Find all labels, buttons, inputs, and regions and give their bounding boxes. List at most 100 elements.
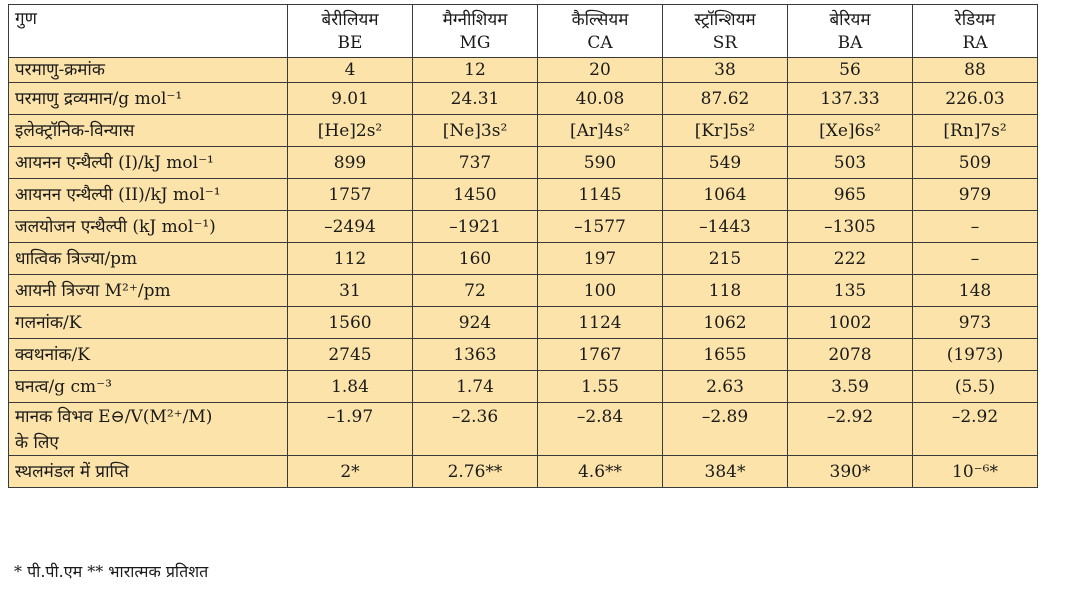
table-cell: 118	[662, 274, 788, 307]
table-cell: 4	[287, 57, 413, 83]
row-label-line: मानक विभव E⊖/V(M²⁺/M)	[15, 407, 213, 427]
header-element-name: स्ट्रॉन्शियम	[662, 4, 788, 31]
table-row: आयनन एन्थैल्पी (II)/kJ mol⁻¹ 1757 1450 1145…	[8, 178, 1038, 211]
table-cell: –1577	[537, 210, 663, 243]
table-footnote: * पी.पी.एम ** भारात्मक प्रतिशत	[14, 562, 209, 581]
table-cell: 1363	[412, 338, 538, 371]
table-cell: (5.5)	[912, 370, 1038, 403]
table-cell: 384*	[662, 455, 788, 488]
properties-table-container: गुण बेरीलियम मैग्नीशियम कैल्सियम स्ट्रॉन…	[8, 4, 1038, 488]
table-cell: –2.36	[412, 402, 538, 456]
table-symbol-row: BE MG CA SR BA RA	[9, 31, 1038, 58]
table-cell: [Kr]5s²	[662, 114, 788, 147]
row-property-label: जलयोजन एन्थैल्पी (kJ mol⁻¹)	[8, 210, 288, 243]
table-row: धात्विक त्रिज्या/pm 112 160 197 215 222–	[8, 242, 1038, 275]
table-cell: 2078	[787, 338, 913, 371]
table-cell: 965	[787, 178, 913, 211]
table-cell: 87.62	[662, 82, 788, 115]
table-cell: 160	[412, 242, 538, 275]
header-element-symbol: MG	[412, 31, 538, 58]
row-property-label: क्वथनांक/K	[8, 338, 288, 371]
table-row: आयनन एन्थैल्पी (I)/kJ mol⁻¹ 899 737 590 549 5…	[8, 146, 1038, 179]
table-cell: 135	[787, 274, 913, 307]
table-cell: 390*	[787, 455, 913, 488]
table-row: स्थलमंडल में प्राप्ति 2* 2.76** 4.6** 384* 39…	[8, 455, 1038, 488]
table-cell: –	[912, 242, 1038, 275]
row-property-label: परमाणु द्रव्यमान/g mol⁻¹	[8, 82, 288, 115]
table-row: परमाणु द्रव्यमान/g mol⁻¹ 9.01 24.31 40.08 87…	[8, 82, 1038, 115]
row-property-label: परमाणु-क्रमांक	[8, 57, 288, 83]
table-cell: –2.92	[787, 402, 913, 456]
table-cell: [Xe]6s²	[787, 114, 913, 147]
table-cell: 1767	[537, 338, 663, 371]
table-cell: 2*	[287, 455, 413, 488]
row-property-label: मानक विभव E⊖/V(M²⁺/M) के लिए	[8, 402, 288, 456]
table-cell: [He]2s²	[287, 114, 413, 147]
table-cell: (1973)	[912, 338, 1038, 371]
table-cell: 88	[912, 57, 1038, 83]
table-cell: 24.31	[412, 82, 538, 115]
table-cell: 38	[662, 57, 788, 83]
table-cell: 197	[537, 242, 663, 275]
table-cell: [Ar]4s²	[537, 114, 663, 147]
table-cell: 100	[537, 274, 663, 307]
header-element-name: बेरियम	[787, 4, 913, 31]
table-cell: 1.74	[412, 370, 538, 403]
row-property-label: आयनन एन्थैल्पी (II)/kJ mol⁻¹	[8, 178, 288, 211]
row-property-label: धात्विक त्रिज्या/pm	[8, 242, 288, 275]
table-cell: 1124	[537, 306, 663, 339]
table-cell: [Ne]3s²	[412, 114, 538, 147]
table-row: इलेक्ट्रॉनिक-विन्यास [He]2s² [Ne]3s² [Ar]4s…	[8, 114, 1038, 147]
table-cell: –2.92	[912, 402, 1038, 456]
row-label-line: आयनी त्रिज्या M²⁺/pm	[15, 280, 171, 301]
table-cell: 924	[412, 306, 538, 339]
table-cell: 549	[662, 146, 788, 179]
header-element-name: रेडियम	[912, 4, 1038, 31]
table-cell: 1450	[412, 178, 538, 211]
table-cell: 31	[287, 274, 413, 307]
header-property-label: गुण	[8, 4, 288, 58]
table-cell: –1921	[412, 210, 538, 243]
table-cell: –1305	[787, 210, 913, 243]
header-element-symbol: SR	[662, 31, 788, 58]
table-cell: 222	[787, 242, 913, 275]
table-row: आयनी त्रिज्या M²⁺/pm 31 72 100 118 135 148	[8, 274, 1038, 307]
row-label-line: परमाणु-क्रमांक	[15, 60, 105, 80]
table-cell: –1443	[662, 210, 788, 243]
table-cell: 973	[912, 306, 1038, 339]
table-cell: –	[912, 210, 1038, 243]
row-label-line: के लिए	[15, 433, 59, 453]
table-cell: 112	[287, 242, 413, 275]
table-cell: 1.55	[537, 370, 663, 403]
table-cell: 4.6**	[537, 455, 663, 488]
table-cell: –1.97	[287, 402, 413, 456]
table-cell: [Rn]7s²	[912, 114, 1038, 147]
table-cell: 12	[412, 57, 538, 83]
table-cell: 509	[912, 146, 1038, 179]
table-cell: 590	[537, 146, 663, 179]
table-row: घनत्व/g cm⁻³ 1.84 1.74 1.55 2.63 3.59 (5.5)	[8, 370, 1038, 403]
header-element-symbol: BA	[787, 31, 913, 58]
row-property-label: इलेक्ट्रॉनिक-विन्यास	[8, 114, 288, 147]
row-label-line: घनत्व/g cm⁻³	[15, 376, 112, 397]
table-cell: 20	[537, 57, 663, 83]
table-cell: 2.76**	[412, 455, 538, 488]
row-label-line: धात्विक त्रिज्या/pm	[15, 248, 138, 269]
row-label-line: आयनन एन्थैल्पी (I)/kJ mol⁻¹	[15, 152, 214, 173]
row-property-label: घनत्व/g cm⁻³	[8, 370, 288, 403]
table-cell: 1.84	[287, 370, 413, 403]
table-row: गलनांक/K 1560 924 1124 1062 1002 973	[8, 306, 1038, 339]
table-cell: 72	[412, 274, 538, 307]
table-cell: 10⁻⁶*	[912, 455, 1038, 488]
table-cell: 1062	[662, 306, 788, 339]
table-cell: 148	[912, 274, 1038, 307]
table-row: जलयोजन एन्थैल्पी (kJ mol⁻¹) –2494 –1921 –15…	[8, 210, 1038, 243]
table-cell: 1064	[662, 178, 788, 211]
table-cell: 737	[412, 146, 538, 179]
table-cell: 899	[287, 146, 413, 179]
table-cell: 1145	[537, 178, 663, 211]
table-cell: 1002	[787, 306, 913, 339]
table-cell: –2.89	[662, 402, 788, 456]
table-cell: 1757	[287, 178, 413, 211]
header-element-symbol: CA	[537, 31, 663, 58]
